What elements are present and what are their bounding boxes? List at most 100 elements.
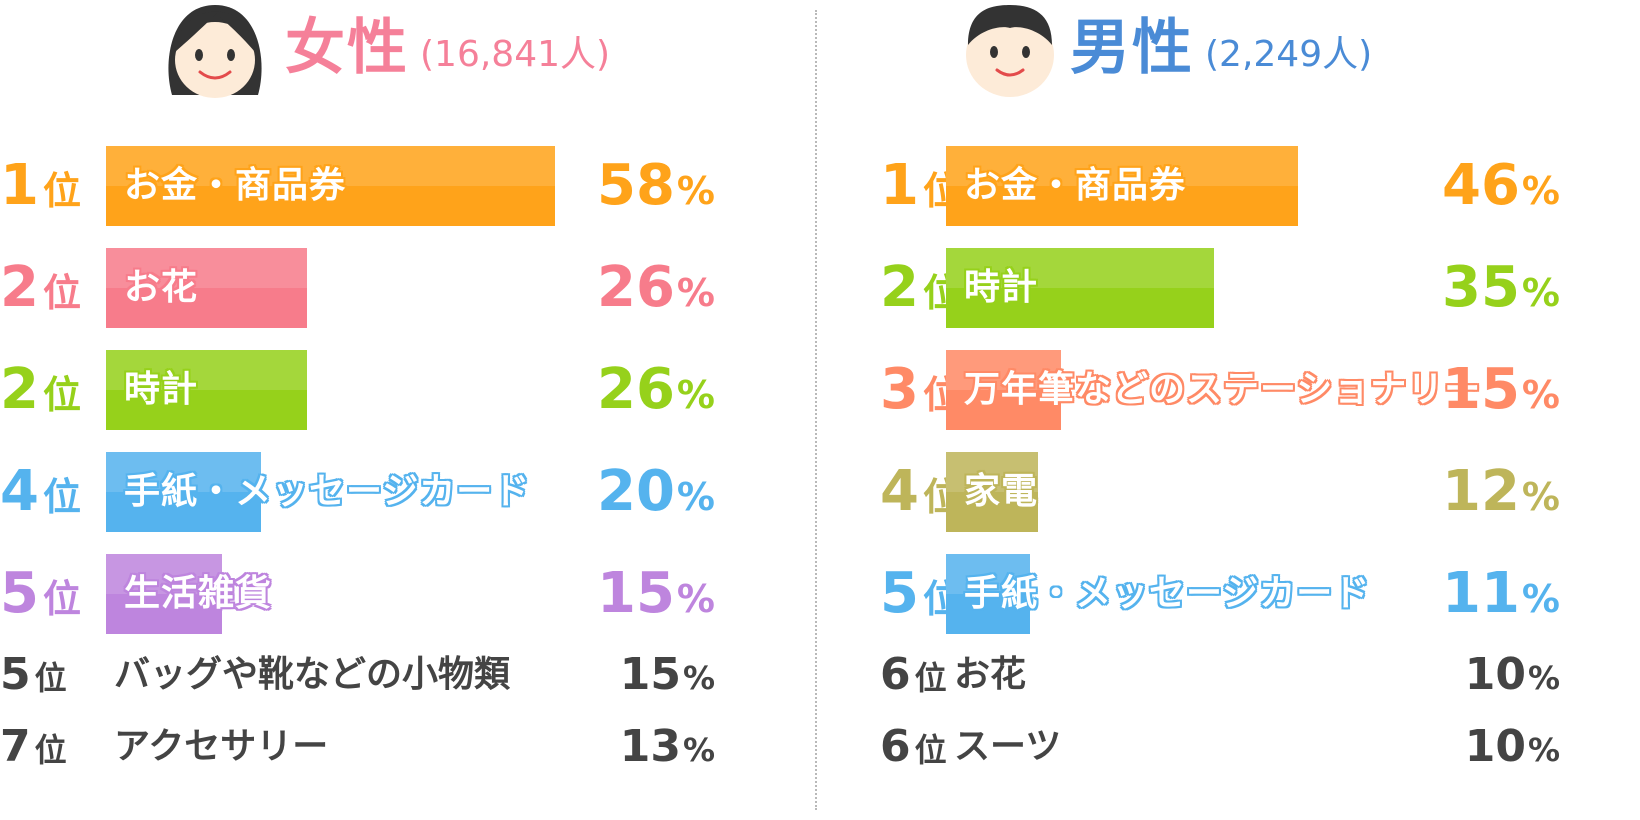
rank-unit: 位 xyxy=(42,373,81,417)
male-panel: 男性 (2,249人) 1 位 お金・商品券 46% 2 位 時計 35% 3 位万年筆などのステ… xyxy=(880,0,1640,820)
rank-number: 5 xyxy=(0,561,39,626)
rank-unit: 位 xyxy=(34,731,67,769)
bar-highlight xyxy=(106,248,307,288)
percent-unit: % xyxy=(676,577,715,621)
percent-label: 58% xyxy=(597,146,715,226)
chart-row: 4 位家電 12% xyxy=(880,452,1640,532)
rank-unit: 位 xyxy=(42,169,81,213)
percent-label: 10% xyxy=(1465,712,1560,792)
category-label: 時計 xyxy=(964,267,1039,308)
bar-highlight xyxy=(106,452,261,492)
bar-highlight xyxy=(106,350,307,390)
percent-value: 10 xyxy=(1464,649,1526,700)
category-label: 生活雑貨 xyxy=(124,573,273,614)
female-title: 女性 xyxy=(285,13,409,83)
chart-row: 6 位スーツ 10% xyxy=(880,712,1640,782)
percent-label: 26% xyxy=(597,350,715,430)
percent-unit: % xyxy=(676,271,715,315)
percent-value: 26 xyxy=(596,255,675,320)
rank-number: 6 xyxy=(880,649,911,700)
bar xyxy=(106,350,307,430)
percent-unit: % xyxy=(1521,373,1560,417)
percent-value: 12 xyxy=(1441,459,1520,524)
percent-value: 10 xyxy=(1464,721,1526,772)
rank-number: 1 xyxy=(880,153,919,218)
category-label: お花 xyxy=(954,654,1027,695)
bar xyxy=(946,146,1298,226)
percent-unit: % xyxy=(1527,731,1560,769)
percent-label: 11% xyxy=(1442,554,1560,634)
percent-unit: % xyxy=(1527,659,1560,697)
male-header: 男性 (2,249人) xyxy=(880,0,1640,110)
percent-value: 20 xyxy=(596,459,675,524)
percent-unit: % xyxy=(1521,475,1560,519)
chart-row: 7 位 アクセサリー 13% xyxy=(0,712,800,782)
rank-unit: 位 xyxy=(914,659,947,697)
percent-label: 15% xyxy=(1442,350,1560,430)
percent-unit: % xyxy=(676,169,715,213)
category-label: お花 xyxy=(124,267,199,308)
rank-number: 4 xyxy=(0,459,39,524)
chart-row: 6 位お花 10% xyxy=(880,640,1640,710)
chart-row: 2 位 時計 26% xyxy=(0,350,800,430)
chart-row: 2 位 お花 26% xyxy=(0,248,800,328)
rank-unit: 位 xyxy=(42,271,81,315)
bar-highlight xyxy=(106,554,222,594)
rank-number: 2 xyxy=(0,357,39,422)
female-face-icon xyxy=(168,5,262,98)
bar xyxy=(106,146,555,226)
category-label: バッグや靴などの小物類 xyxy=(114,654,511,695)
percent-unit: % xyxy=(1521,577,1560,621)
bar xyxy=(946,554,1030,634)
percent-value: 13 xyxy=(619,721,681,772)
chart-row: 4 位 手紙・メッセージカード 20% xyxy=(0,452,800,532)
percent-value: 11 xyxy=(1441,561,1520,626)
rank-number: 5 xyxy=(0,649,31,700)
category-label: 家電 xyxy=(964,471,1039,512)
percent-label: 46% xyxy=(1442,146,1560,226)
rank-number: 1 xyxy=(0,153,39,218)
category-label: スーツ xyxy=(954,726,1062,767)
bar-highlight xyxy=(946,350,1061,390)
male-count: (2,249人) xyxy=(1205,34,1373,75)
chart-row: 2 位時計 35% xyxy=(880,248,1640,328)
rank-unit: 位 xyxy=(42,475,81,519)
category-label: お金・商品券 xyxy=(964,165,1187,206)
rank-number: 3 xyxy=(880,357,919,422)
bar xyxy=(106,554,222,634)
category-label: お金・商品券 xyxy=(124,165,347,206)
percent-value: 58 xyxy=(596,153,675,218)
percent-label: 26% xyxy=(597,248,715,328)
chart-row: 5 位 バッグや靴などの小物類 15% xyxy=(0,640,800,710)
male-face-icon xyxy=(966,5,1054,97)
chart-row: 1 位 お金・商品券 58% xyxy=(0,146,800,226)
percent-label: 35% xyxy=(1442,248,1560,328)
percent-unit: % xyxy=(682,731,715,769)
female-count: (16,841人) xyxy=(420,34,611,75)
bar-highlight xyxy=(946,146,1298,186)
category-label: 手紙・メッセージカード xyxy=(124,471,531,512)
rank-unit: 位 xyxy=(42,577,81,621)
percent-unit: % xyxy=(682,659,715,697)
category-label: 手紙・メッセージカード xyxy=(964,573,1371,614)
chart-row: 3 位万年筆などのステーショナリー 15% xyxy=(880,350,1640,430)
rank-number: 6 xyxy=(880,721,911,772)
category-label: 万年筆などのステーショナリー xyxy=(964,369,1482,410)
male-title: 男性 xyxy=(1070,13,1194,83)
rank-unit: 位 xyxy=(914,731,947,769)
rank-number: 2 xyxy=(880,255,919,320)
bar-highlight xyxy=(946,248,1214,288)
category-label: 時計 xyxy=(124,369,199,410)
percent-label: 13% xyxy=(620,712,715,792)
rank-unit: 位 xyxy=(34,659,67,697)
percent-unit: % xyxy=(1521,271,1560,315)
percent-value: 15 xyxy=(619,649,681,700)
rank-number: 7 xyxy=(0,721,31,772)
